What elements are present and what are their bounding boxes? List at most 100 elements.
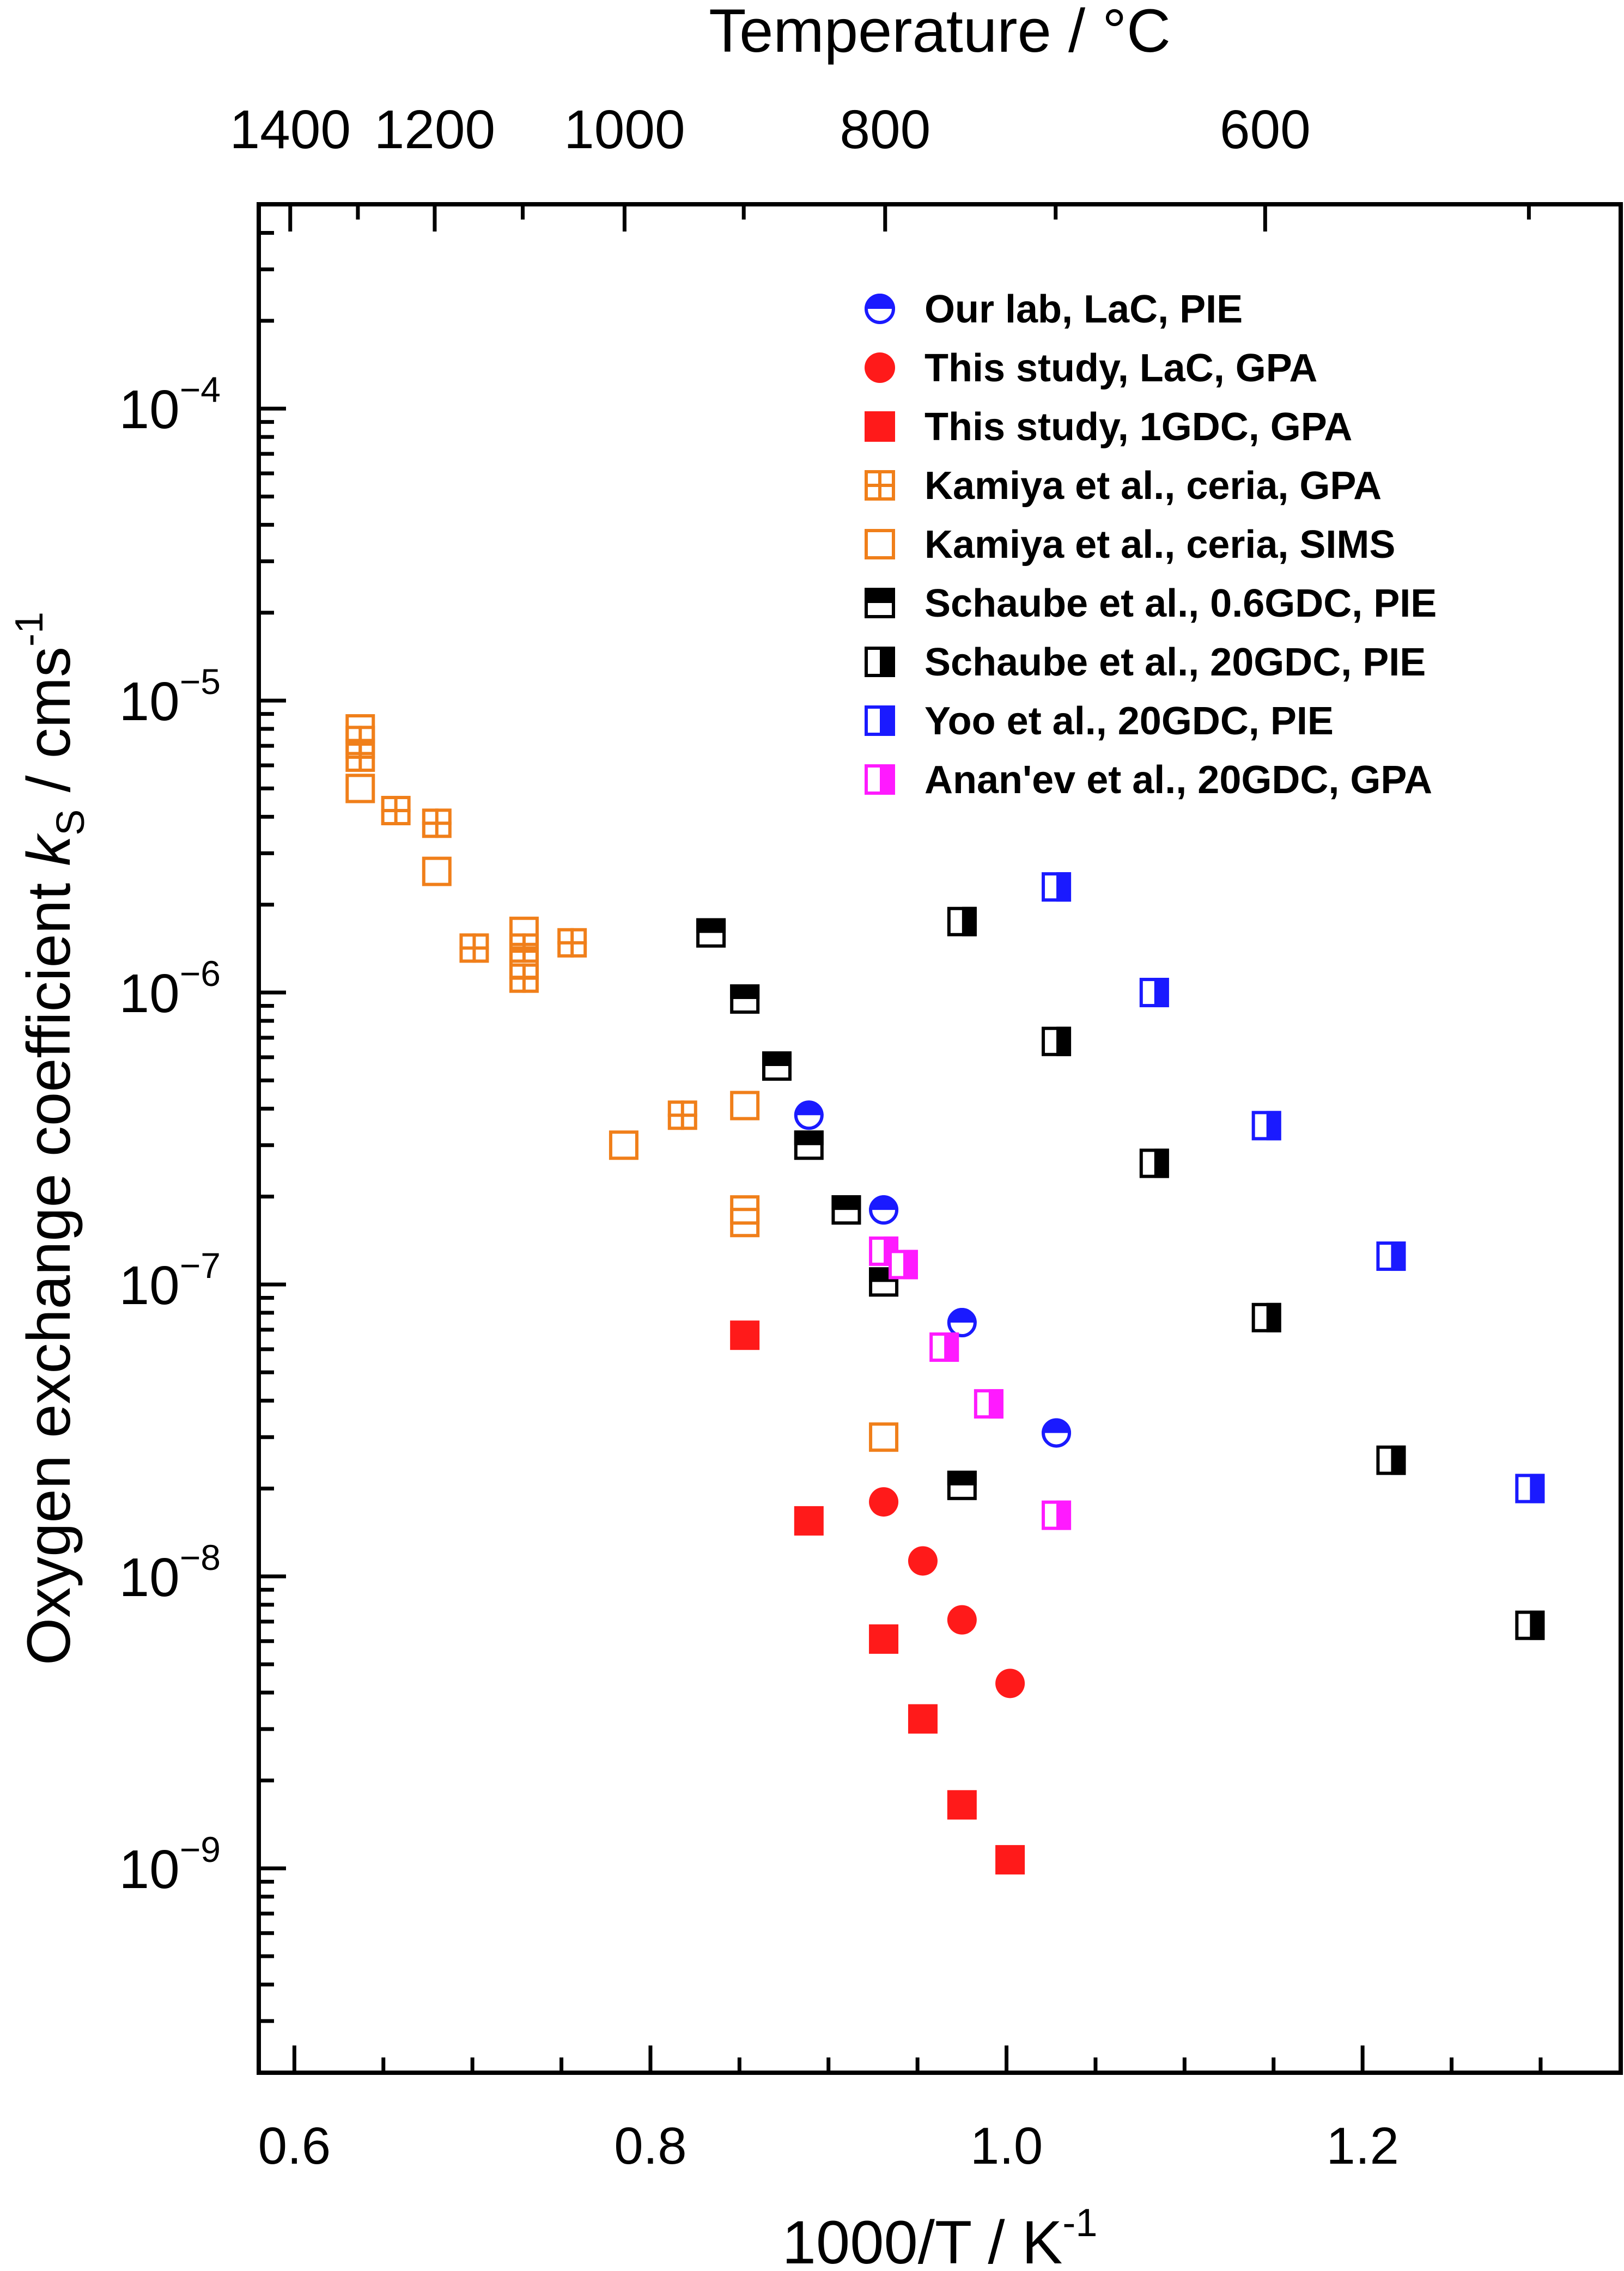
marker-square xyxy=(995,1845,1025,1875)
marker-circle-half xyxy=(865,294,895,309)
data-point xyxy=(1515,1474,1545,1503)
marker-square xyxy=(865,411,895,442)
data-point xyxy=(831,1195,861,1225)
legend-label: Schaube et al., 0.6GDC, PIE xyxy=(924,582,1437,625)
marker-square-half xyxy=(1391,1241,1406,1271)
data-point xyxy=(345,742,375,772)
top-tick-label: 1200 xyxy=(374,99,495,160)
legend-label: This study, LaC, GPA xyxy=(924,346,1317,390)
data-point xyxy=(947,1308,977,1338)
marker-square-outline xyxy=(869,1422,899,1452)
marker-square-half xyxy=(831,1195,861,1210)
data-point xyxy=(869,1487,899,1517)
marker-square-half xyxy=(1530,1474,1545,1503)
marker-square-half xyxy=(1056,1026,1072,1056)
data-point xyxy=(1042,1418,1072,1448)
data-point xyxy=(1376,1445,1406,1475)
legend-label: Kamiya et al., ceria, GPA xyxy=(924,464,1382,508)
legend-marker xyxy=(865,647,895,677)
marker-circle xyxy=(865,352,895,383)
legend-marker xyxy=(865,294,895,324)
data-point xyxy=(667,1100,697,1130)
data-point xyxy=(947,1790,977,1820)
data-point xyxy=(889,1250,919,1280)
data-point xyxy=(1042,1026,1072,1056)
marker-square xyxy=(908,1704,938,1734)
data-point xyxy=(422,856,452,886)
data-point xyxy=(557,928,587,958)
data-point xyxy=(1251,1302,1281,1332)
series-5 xyxy=(696,918,977,1500)
marker-square-outline xyxy=(730,1208,760,1238)
marker-square-half xyxy=(1266,1302,1281,1332)
data-point xyxy=(730,984,760,1014)
marker-square-half xyxy=(1530,1610,1545,1640)
marker-square-outline xyxy=(609,1130,638,1160)
data-point xyxy=(345,714,375,744)
marker-square-half xyxy=(947,1470,977,1485)
marker-square-half xyxy=(903,1250,919,1280)
series-3 xyxy=(345,726,697,1130)
data-point xyxy=(1139,1148,1169,1178)
marker-circle-half xyxy=(869,1195,899,1210)
marker-circle xyxy=(947,1605,977,1635)
data-point xyxy=(995,1669,1025,1698)
y-tick-label: 10−4 xyxy=(119,369,221,440)
legend-marker xyxy=(865,352,895,383)
x-tick-label: 0.8 xyxy=(614,2117,686,2175)
marker-circle-half xyxy=(794,1100,824,1116)
data-point xyxy=(762,1051,792,1081)
axis-ticks xyxy=(259,203,1543,2074)
marker-square-outline xyxy=(509,949,539,979)
series-1 xyxy=(869,1487,1025,1698)
data-point xyxy=(509,933,539,963)
marker-square-half xyxy=(880,705,895,736)
marker-square-outline xyxy=(422,856,452,886)
marker-square-half xyxy=(1056,872,1072,902)
marker-square-half xyxy=(1154,1148,1169,1178)
data-point xyxy=(696,918,726,948)
plot-frame xyxy=(257,202,1623,2075)
series-0 xyxy=(794,1100,1072,1448)
legend-marker xyxy=(865,411,895,442)
data-point xyxy=(381,796,411,826)
marker-square-half xyxy=(762,1051,792,1066)
x-tick-label: 1.2 xyxy=(1326,2117,1398,2175)
data-point xyxy=(730,1208,760,1238)
marker-square-half xyxy=(696,918,726,933)
legend-marker xyxy=(865,529,895,559)
data-point xyxy=(995,1845,1025,1875)
top-tick-label: 600 xyxy=(1220,99,1311,160)
legend-label: Our lab, LaC, PIE xyxy=(924,288,1243,331)
marker-circle xyxy=(869,1487,899,1517)
marker-square-half xyxy=(1391,1445,1406,1475)
data-point xyxy=(794,1100,824,1130)
data-points xyxy=(345,714,1545,1875)
data-point xyxy=(609,1130,638,1160)
marker-square-half xyxy=(944,1332,959,1362)
data-point xyxy=(509,949,539,979)
tick-labels: 0.6 0.8 1.0 1.2 10−9 10−8 10−7 10−6 10−5 10−4 1400… xyxy=(119,99,1399,2175)
data-point xyxy=(794,1130,824,1160)
marker-square xyxy=(947,1790,977,1820)
series-8 xyxy=(869,1236,1072,1530)
data-point xyxy=(794,1506,824,1536)
series-7 xyxy=(1042,872,1545,1503)
data-point xyxy=(947,1605,977,1635)
marker-square xyxy=(869,1624,899,1654)
data-point xyxy=(345,774,375,803)
legend-marker xyxy=(865,705,895,736)
data-point xyxy=(1042,1500,1072,1530)
marker-square-half xyxy=(962,906,977,936)
data-point xyxy=(730,1320,760,1350)
data-point xyxy=(1042,872,1072,902)
marker-square-half xyxy=(1154,978,1169,1008)
data-point xyxy=(1251,1111,1281,1141)
data-point xyxy=(1376,1241,1406,1271)
x-tick-label: 0.6 xyxy=(258,2117,331,2175)
y-tick-label: 10−7 xyxy=(119,1245,221,1316)
marker-square-outline xyxy=(345,774,375,803)
legend-label: This study, 1GDC, GPA xyxy=(924,405,1352,449)
marker-square-half xyxy=(1266,1111,1281,1141)
